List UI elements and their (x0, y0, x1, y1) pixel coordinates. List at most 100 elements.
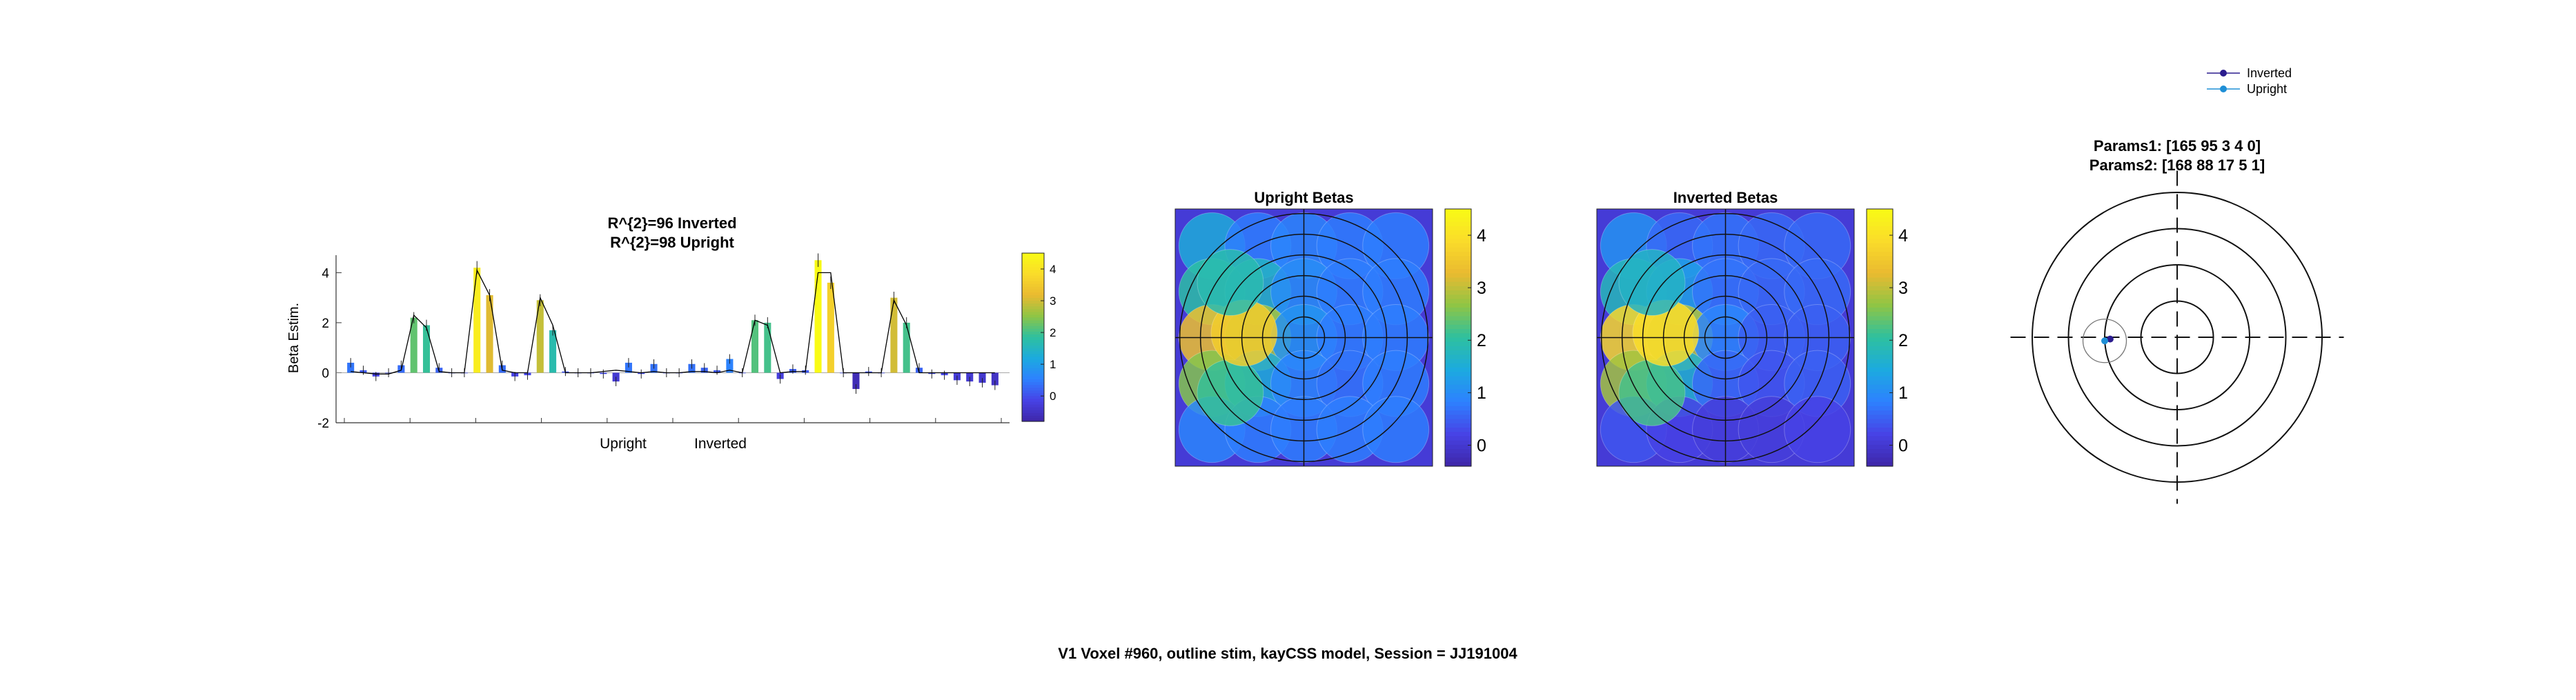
bar-colorbar-segment (1022, 295, 1044, 299)
bar-colorbar-segment (1022, 401, 1044, 406)
bar-y-tick-label: 0 (322, 366, 329, 381)
inverted-colorbar-tick-label: 0 (1898, 436, 1908, 455)
legend-marker-upright (2220, 86, 2227, 92)
upright-colorbar-segment (1445, 372, 1471, 377)
inverted-colorbar-segment (1867, 281, 1893, 287)
bar-colorbar-segment (1022, 370, 1044, 374)
bar-colorbar-segment (1022, 303, 1044, 307)
bar-colorbar-tick-label: 4 (1050, 263, 1056, 276)
inverted-colorbar-segment (1867, 359, 1893, 364)
legend-label-upright: Upright (2247, 82, 2287, 96)
upright-colorbar-segment (1445, 359, 1471, 364)
inverted-colorbar-segment (1867, 406, 1893, 411)
upright-colorbar-segment (1445, 406, 1471, 411)
bar-colorbar-segment (1022, 362, 1044, 366)
inverted-colorbar-segment (1867, 299, 1893, 304)
inverted-colorbar-segment (1867, 397, 1893, 403)
inverted-colorbar-segment (1867, 329, 1893, 334)
upright-colorbar-tick-label: 4 (1477, 226, 1486, 246)
upright-colorbar-segment (1445, 286, 1471, 291)
inverted-stimulus-disc (1784, 396, 1851, 463)
upright-colorbar-segment (1445, 457, 1471, 463)
figure-suptitle: V1 Voxel #960, outline stim, kayCSS mode… (1058, 645, 1517, 662)
upright-colorbar-segment (1445, 333, 1471, 339)
inverted-colorbar-segment (1867, 449, 1893, 454)
bar-colorbar-segment (1022, 373, 1044, 377)
bar-colorbar-segment (1022, 261, 1044, 265)
upright-colorbar-segment (1445, 234, 1471, 240)
inverted-colorbar-tick-label: 3 (1898, 279, 1908, 298)
inverted-colorbar-segment (1867, 372, 1893, 377)
bar-colorbar-segment (1022, 326, 1044, 330)
bar-y-tick-label: -2 (317, 417, 329, 431)
bar-colorbar-segment (1022, 376, 1044, 380)
inverted-colorbar-segment (1867, 440, 1893, 446)
upright-colorbar-segment (1445, 277, 1471, 283)
inverted-frame (1596, 208, 1855, 467)
inverted-colorbar-segment (1867, 264, 1893, 270)
beta-bar (991, 372, 999, 386)
inverted-colorbar-segment (1867, 414, 1893, 420)
group-label-upright: Upright (600, 436, 647, 452)
upright-colorbar-segment (1445, 350, 1471, 355)
bar-colorbar-segment (1022, 328, 1044, 332)
upright-colorbar-segment (1445, 354, 1471, 360)
bar-colorbar-segment (1022, 256, 1044, 259)
bar-colorbar-segment (1022, 415, 1044, 419)
upright-colorbar-segment (1445, 230, 1471, 235)
beta-bar (903, 322, 910, 373)
bar-colorbar-segment (1022, 410, 1044, 414)
bar-colorbar-frame (1021, 252, 1045, 422)
upright-colorbar-segment (1445, 260, 1471, 266)
bar-colorbar-segment (1022, 264, 1044, 268)
bar-title-line-2: R^{2}=98 Upright (610, 234, 734, 251)
upright-colorbar-segment (1445, 368, 1471, 372)
upright-colorbar-segment (1445, 414, 1471, 420)
upright-colorbar-segment (1445, 252, 1471, 257)
bar-colorbar-segment (1022, 359, 1044, 363)
bar-colorbar-segment (1022, 270, 1044, 274)
beta-bar (422, 325, 431, 373)
inverted-colorbar-segment (1867, 294, 1893, 300)
bar-colorbar-segment (1022, 306, 1044, 310)
bar-colorbar-segment (1022, 253, 1044, 257)
inverted-colorbar-segment (1867, 457, 1893, 463)
upright-colorbar-segment (1445, 269, 1471, 274)
upright-colorbar-segment (1445, 213, 1471, 219)
inverted-colorbar-segment (1867, 286, 1893, 291)
upright-colorbar-segment (1445, 221, 1471, 227)
inverted-colorbar-segment (1867, 376, 1893, 381)
group-label-inverted: Inverted (694, 436, 747, 452)
bar-colorbar-segment (1022, 323, 1044, 327)
prf-position-plot: Params1: [165 95 3 4 0] Params2: [168 88 … (2010, 66, 2344, 504)
inverted-colorbar-segment (1867, 350, 1893, 355)
inverted-colorbar-segment (1867, 209, 1893, 214)
upright-colorbar-segment (1445, 393, 1471, 399)
bar-colorbar-segment (1022, 399, 1044, 403)
bar-colorbar-segment (1022, 317, 1044, 321)
prf-params2: Params2: [168 88 17 5 1] (2090, 157, 2265, 174)
beta-bar (890, 297, 898, 373)
inverted-colorbar-segment (1867, 380, 1893, 386)
upright-colorbar-segment (1445, 256, 1471, 261)
upright-colorbar-segment (1445, 440, 1471, 446)
inverted-colorbar-segment (1867, 243, 1893, 248)
upright-colorbar-segment (1445, 376, 1471, 381)
upright-stimulus-disc (1197, 249, 1264, 317)
upright-colorbar-segment (1445, 299, 1471, 304)
beta-bar (473, 268, 481, 373)
upright-stimulus-disc (1362, 396, 1430, 463)
upright-colorbar-segment (1445, 217, 1471, 223)
upright-plot-area (1175, 209, 1433, 466)
upright-colorbar-segment (1445, 273, 1471, 279)
upright-title: Upright Betas (1254, 189, 1353, 206)
inverted-colorbar-segment (1867, 337, 1893, 343)
bar-colorbar-segment (1022, 283, 1044, 288)
inverted-colorbar-segment (1867, 410, 1893, 415)
inverted-colorbar-segment (1867, 333, 1893, 339)
upright-colorbar-segment (1445, 294, 1471, 300)
upright-colorbar-segment (1445, 384, 1471, 390)
upright-colorbar-segment (1445, 209, 1471, 214)
inverted-colorbar-segment (1867, 277, 1893, 283)
bar-colorbar-segment (1022, 357, 1044, 361)
